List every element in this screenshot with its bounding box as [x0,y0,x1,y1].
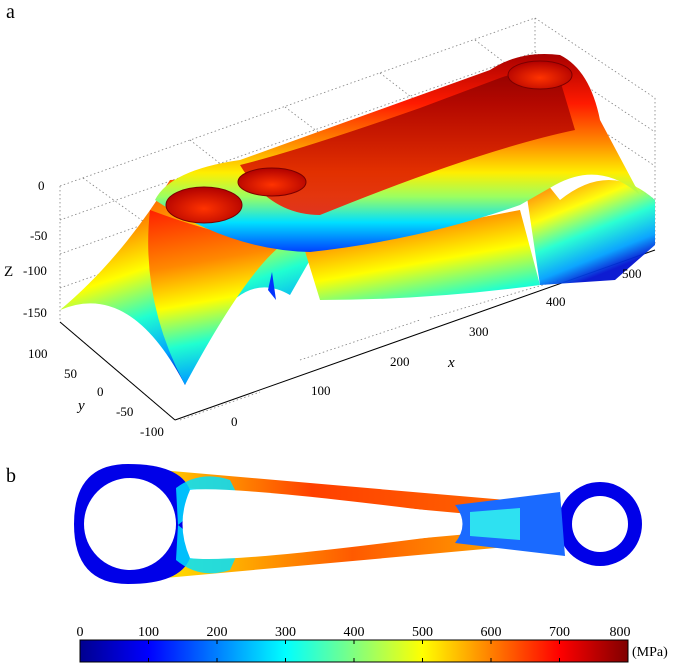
colorbar-tick-label: 500 [412,625,433,640]
panel-a-label: a [6,1,15,23]
connecting-rod-heatmap [74,464,642,584]
z-tick: -100 [23,263,47,278]
rod-lower-bar [165,528,540,578]
surface-plot [60,54,655,385]
y-axis-ticks: 100 50 0 -50 -100 [28,346,164,439]
rod-small-end-hole [572,496,628,552]
panel-a: a [4,1,656,439]
colorbar-tick-labels: 0 100 200 300 400 500 600 700 800 [77,625,631,640]
y-tick: 0 [97,384,104,399]
colorbar-tick-label: 300 [275,625,296,640]
x-tick: 300 [469,324,489,339]
colorbar: 0 100 200 300 400 500 600 700 800 (MPa) [77,625,668,663]
z-tick: 0 [38,178,45,193]
z-axis-label: Z [4,264,13,280]
panel-b: b 0 100 200 300 400 500 600 [6,464,668,663]
z-tick: -150 [23,305,47,320]
x-tick: 0 [231,414,238,429]
x-tick: 500 [622,266,642,281]
colorbar-tick-label: 400 [344,625,365,640]
x-tick: 100 [311,383,331,398]
colorbar-tick-label: 0 [77,625,84,640]
colorbar-tick-label: 200 [207,625,228,640]
x-axis-label: x [447,355,455,371]
x-tick: 200 [390,354,410,369]
rod-center-slot [182,489,460,559]
colorbar-tick-label: 800 [610,625,631,640]
y-tick: 50 [64,366,77,381]
z-axis-ticks: 0 -50 -100 -150 [23,178,47,320]
y-axis-label: y [76,398,85,414]
hole-left [165,186,243,224]
surface-ridge [240,71,575,215]
surface-far-wing [520,150,655,285]
colorbar-tick-marks [79,640,629,662]
hole-right [507,60,573,90]
x-tick: 400 [546,294,566,309]
y-tick: 100 [28,346,48,361]
rod-big-end-hole [84,478,176,570]
x-axis-ticks: 0 100 200 300 400 500 [231,266,642,429]
colorbar-tick-label: 600 [481,625,502,640]
colorbar-tick-label: 100 [138,625,159,640]
rod-neck-core [470,508,520,540]
rod-upper-bar [160,470,540,520]
surface-spike [268,272,276,300]
colorbar-unit: (MPa) [632,645,668,660]
colorbar-tick-label: 700 [549,625,570,640]
surface-front [148,210,540,385]
z-tick: -50 [30,228,47,243]
hole-middle [237,167,307,197]
y-tick: -100 [140,424,164,439]
panel-b-label: b [6,465,16,487]
y-tick: -50 [116,404,133,419]
